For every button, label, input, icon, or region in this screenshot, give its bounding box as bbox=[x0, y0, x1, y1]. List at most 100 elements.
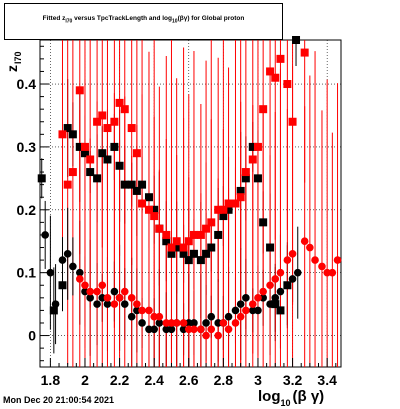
x-tick-label: 2 bbox=[81, 372, 89, 388]
circle-marker bbox=[41, 231, 49, 239]
square-marker bbox=[115, 161, 124, 170]
circle-marker bbox=[283, 256, 292, 264]
square-marker bbox=[196, 256, 205, 265]
circle-marker bbox=[311, 256, 319, 264]
square-marker bbox=[292, 36, 301, 44]
circle-marker bbox=[127, 294, 136, 302]
circle-marker bbox=[133, 300, 141, 308]
circle-marker bbox=[167, 325, 176, 334]
circle-marker bbox=[293, 268, 302, 277]
circle-marker bbox=[145, 306, 153, 315]
x-tick-label: 3.4 bbox=[317, 372, 337, 388]
circle-marker bbox=[254, 294, 262, 302]
square-marker bbox=[110, 117, 119, 126]
square-marker bbox=[236, 193, 245, 202]
circle-marker bbox=[150, 325, 158, 334]
square-marker bbox=[172, 237, 181, 246]
circle-marker bbox=[202, 331, 210, 340]
square-marker bbox=[266, 243, 275, 252]
circle-marker bbox=[224, 325, 233, 334]
square-marker bbox=[202, 249, 211, 258]
circle-marker bbox=[219, 319, 228, 327]
square-marker bbox=[138, 180, 147, 189]
y-tick-label: 0.4 bbox=[17, 76, 37, 92]
circle-marker bbox=[318, 262, 326, 271]
square-marker bbox=[179, 243, 188, 252]
square-marker bbox=[127, 124, 136, 133]
circle-marker bbox=[138, 306, 146, 315]
circle-marker bbox=[86, 287, 94, 296]
x-tick-label: 3.2 bbox=[283, 372, 303, 388]
circle-marker bbox=[155, 319, 164, 327]
x-tick-label: 2.8 bbox=[214, 372, 234, 388]
x-axis-label: log10 (β γ) bbox=[258, 388, 324, 408]
square-marker bbox=[144, 205, 153, 214]
square-marker bbox=[271, 73, 280, 82]
square-marker bbox=[253, 174, 262, 183]
circle-marker bbox=[138, 319, 146, 327]
circle-marker bbox=[328, 268, 337, 277]
square-marker bbox=[75, 86, 84, 95]
square-marker bbox=[37, 174, 46, 183]
square-marker bbox=[150, 205, 159, 214]
square-marker bbox=[196, 230, 205, 239]
square-marker bbox=[103, 155, 112, 164]
circle-marker bbox=[254, 306, 262, 315]
square-marker bbox=[63, 124, 72, 133]
circle-marker bbox=[271, 275, 280, 283]
circle-marker bbox=[236, 312, 245, 321]
x-tick-label: 2.4 bbox=[144, 372, 164, 388]
circle-marker bbox=[69, 262, 77, 271]
y-tick-label: 0.3 bbox=[17, 139, 37, 155]
square-marker bbox=[58, 130, 67, 139]
square-marker bbox=[86, 155, 95, 164]
square-marker bbox=[93, 117, 102, 126]
square-marker bbox=[189, 249, 198, 258]
circle-marker bbox=[190, 319, 198, 327]
circle-marker bbox=[266, 300, 274, 308]
circle-marker bbox=[110, 300, 119, 308]
circle-marker bbox=[51, 300, 60, 308]
circle-marker bbox=[259, 287, 267, 296]
square-marker bbox=[162, 237, 171, 246]
y-axis-label: zI70 bbox=[4, 51, 23, 72]
square-marker bbox=[231, 199, 240, 208]
square-marker bbox=[184, 256, 193, 265]
square-marker bbox=[132, 149, 141, 158]
x-tick-label: 2.2 bbox=[110, 372, 130, 388]
circle-marker bbox=[172, 319, 181, 327]
square-marker bbox=[184, 237, 193, 246]
square-marker bbox=[283, 80, 292, 89]
circle-marker bbox=[248, 300, 257, 308]
circle-marker bbox=[98, 281, 107, 290]
circle-marker bbox=[231, 319, 240, 327]
square-marker bbox=[68, 130, 77, 139]
square-marker bbox=[162, 230, 171, 239]
square-marker bbox=[93, 174, 102, 183]
circle-marker bbox=[276, 287, 285, 296]
square-marker bbox=[248, 155, 257, 164]
square-marker bbox=[248, 142, 257, 151]
x-tick-label: 3 bbox=[254, 372, 262, 388]
square-marker bbox=[202, 224, 211, 233]
circle-marker bbox=[120, 287, 129, 296]
y-tick-label: 0.2 bbox=[17, 202, 37, 218]
square-marker bbox=[207, 243, 216, 252]
square-marker bbox=[271, 300, 280, 309]
square-marker bbox=[259, 218, 268, 227]
square-marker bbox=[120, 180, 129, 189]
circle-marker bbox=[115, 294, 124, 302]
square-marker bbox=[150, 212, 159, 221]
circle-marker bbox=[75, 268, 84, 277]
square-marker bbox=[58, 281, 67, 290]
circle-marker bbox=[236, 300, 245, 308]
square-marker bbox=[179, 249, 188, 258]
y-tick-label: 0.1 bbox=[17, 265, 37, 281]
circle-marker bbox=[197, 325, 205, 334]
circle-marker bbox=[242, 306, 250, 315]
square-marker bbox=[276, 54, 285, 63]
square-marker bbox=[110, 142, 119, 151]
square-marker bbox=[144, 193, 153, 202]
square-marker bbox=[120, 105, 129, 114]
circle-marker bbox=[93, 300, 101, 308]
